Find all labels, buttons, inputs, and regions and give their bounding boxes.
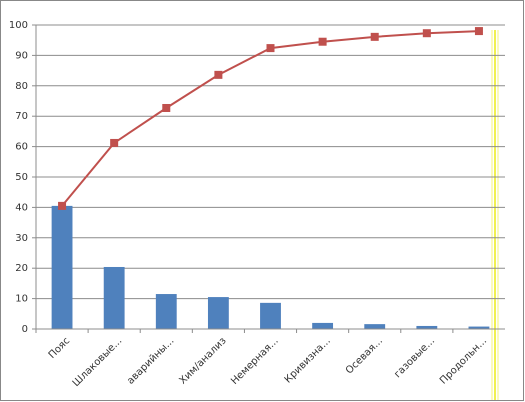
y-tick-label: 10 — [15, 294, 28, 305]
bar — [155, 294, 177, 329]
y-tick-label: 60 — [15, 142, 28, 153]
line-marker — [110, 138, 119, 147]
line-marker — [318, 37, 327, 46]
line-marker — [422, 29, 431, 38]
bar — [468, 326, 490, 329]
bar — [51, 205, 73, 329]
y-tick-label: 100 — [9, 20, 28, 31]
line-marker — [370, 32, 379, 41]
y-tick-label: 90 — [15, 50, 28, 61]
line-marker — [266, 44, 275, 53]
y-tick-label: 70 — [15, 111, 28, 122]
bar — [260, 302, 281, 329]
bar — [416, 325, 438, 329]
line-marker — [474, 27, 483, 36]
bar — [364, 324, 386, 329]
bar — [103, 266, 125, 329]
line-marker — [58, 201, 67, 210]
y-tick-label: 40 — [15, 202, 28, 213]
bar — [312, 322, 334, 329]
line-marker — [214, 70, 223, 79]
y-tick-label: 80 — [15, 81, 28, 92]
line-marker — [162, 103, 171, 112]
y-tick-label: 50 — [15, 172, 28, 183]
y-tick-label: 30 — [15, 233, 28, 244]
y-tick-label: 20 — [15, 263, 28, 274]
bar — [207, 297, 229, 329]
y-tick-label: 0 — [22, 324, 28, 335]
